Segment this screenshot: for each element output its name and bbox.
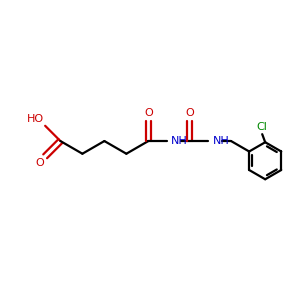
Text: O: O xyxy=(144,108,153,118)
Text: NH: NH xyxy=(212,136,229,146)
Text: HO: HO xyxy=(26,114,44,124)
Text: O: O xyxy=(35,158,44,168)
Text: NH: NH xyxy=(171,136,188,146)
Text: O: O xyxy=(185,108,194,118)
Text: Cl: Cl xyxy=(257,122,268,132)
